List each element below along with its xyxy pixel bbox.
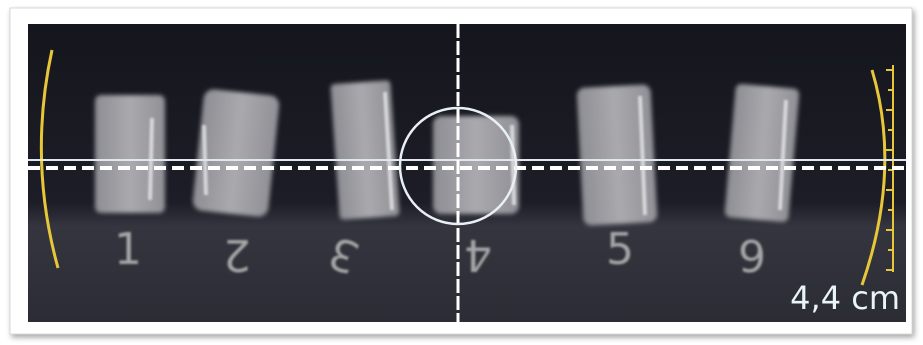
sample-label: 2	[223, 229, 251, 280]
sample	[724, 83, 799, 222]
sample-label: 6	[738, 229, 766, 280]
sample	[95, 95, 165, 213]
sample-label: 5	[606, 224, 634, 275]
scale-label: 4,4 cm	[790, 279, 900, 317]
sample-label: 4	[464, 229, 492, 280]
sample-label: 1	[114, 224, 142, 275]
page: 123456 4,4 cm (() => { const data = JSON…	[0, 0, 923, 345]
screenshot: 123456 4,4 cm	[0, 0, 923, 345]
